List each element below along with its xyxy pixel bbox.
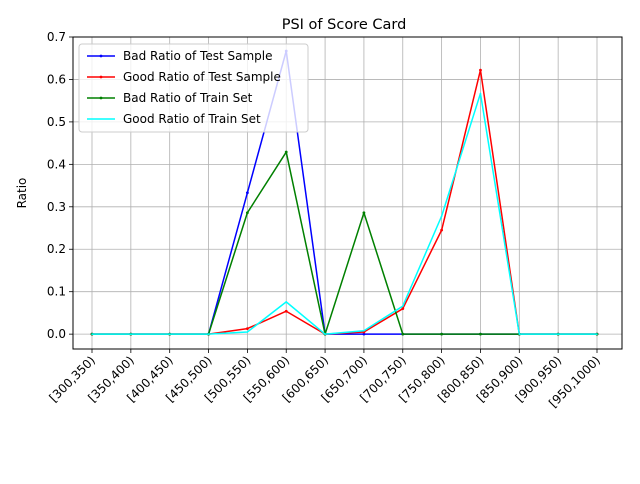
data-point [440, 215, 443, 217]
data-point [401, 307, 405, 311]
data-point [245, 211, 249, 215]
series-lines [90, 49, 599, 336]
data-point [284, 150, 288, 154]
data-point [440, 228, 444, 232]
legend-marker [99, 96, 103, 100]
legend-label-1: Bad Ratio of Test Sample [123, 49, 272, 63]
data-point [245, 327, 249, 331]
y-tick-label: 0.6 [47, 72, 66, 86]
data-point [168, 333, 171, 335]
data-point [479, 92, 482, 95]
data-point [245, 191, 249, 195]
legend-marker [99, 54, 103, 58]
data-point [207, 333, 210, 335]
data-point [130, 333, 132, 335]
data-point [479, 332, 482, 336]
data-point [401, 332, 405, 336]
series-line-3 [92, 151, 597, 335]
data-point [362, 332, 366, 336]
y-tick-label: 0.0 [47, 327, 66, 341]
data-point [246, 331, 249, 333]
data-point [363, 329, 365, 332]
data-point [402, 305, 404, 307]
legend-label-4: Good Ratio of Train Set [123, 112, 261, 126]
chart-title: PSI of Score Card [282, 17, 407, 33]
data-point [362, 211, 366, 215]
y-tick-label: 0.5 [47, 115, 66, 129]
data-point [324, 333, 326, 335]
data-point [440, 332, 444, 336]
y-tick-label: 0.2 [47, 242, 66, 256]
data-point [557, 333, 559, 335]
y-tick-label: 0.3 [47, 200, 66, 214]
data-point [518, 333, 521, 335]
series-line-4 [92, 92, 597, 335]
data-point [596, 333, 598, 335]
data-point [479, 68, 482, 72]
plot-frame [72, 36, 623, 350]
legend: Bad Ratio of Test Sample Good Ratio of Te… [78, 43, 309, 133]
data-point [285, 301, 287, 303]
legend-label-2: Good Ratio of Test Sample [123, 70, 281, 84]
data-point [284, 309, 288, 313]
y-tick-label: 0.7 [47, 30, 66, 44]
legend-box [78, 43, 309, 133]
data-point [91, 333, 93, 335]
y-tick-label: 0.4 [47, 157, 66, 171]
legend-marker [99, 75, 103, 79]
legend-label-3: Bad Ratio of Train Set [123, 91, 253, 105]
y-tick-label: 0.1 [47, 285, 66, 299]
y-axis-label: Ratio [15, 178, 29, 209]
